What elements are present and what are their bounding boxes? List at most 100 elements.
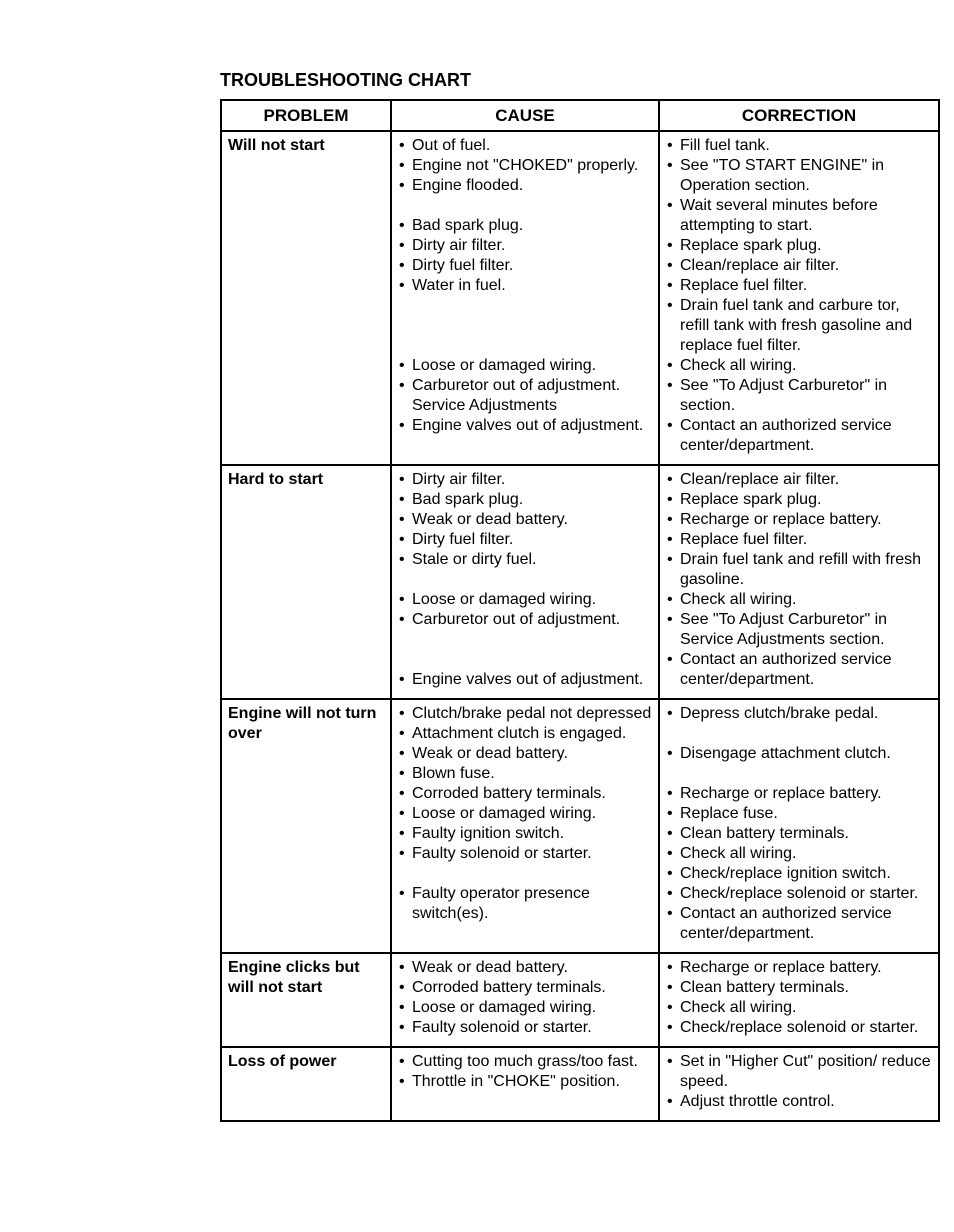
cause-cell: Out of fuel.Engine not "CHOKED" properly… bbox=[391, 131, 659, 465]
correction-cell: Set in "Higher Cut" position/ reduce spe… bbox=[659, 1047, 939, 1121]
list-item: Dirty air filter. bbox=[398, 470, 652, 490]
list-item: Loose or damaged wiring. bbox=[398, 998, 652, 1018]
item-list: Clutch/brake pedal not depressedAttachme… bbox=[398, 704, 652, 924]
list-item: Check all wiring. bbox=[666, 590, 932, 610]
list-item: Contact an authorized service center/dep… bbox=[666, 650, 932, 690]
list-item: Check/replace solenoid or starter. bbox=[666, 884, 932, 904]
troubleshooting-table: PROBLEM CAUSE CORRECTION Will not startO… bbox=[220, 99, 940, 1122]
item-list: Weak or dead battery.Corroded battery te… bbox=[398, 958, 652, 1038]
list-item bbox=[666, 764, 932, 784]
list-item: Drain fuel tank and carbure tor, refill … bbox=[666, 296, 932, 356]
list-item: Engine valves out of adjustment. bbox=[398, 670, 652, 690]
item-list: Depress clutch/brake pedal. Disengage at… bbox=[666, 704, 932, 944]
list-item: Set in "Higher Cut" position/ reduce spe… bbox=[666, 1052, 932, 1092]
table-row: Engine will not turn overClutch/brake pe… bbox=[221, 699, 939, 953]
list-item: Clean/replace air filter. bbox=[666, 470, 932, 490]
list-item: Engine flooded. bbox=[398, 176, 652, 196]
list-item: Cutting too much grass/too fast. bbox=[398, 1052, 652, 1072]
item-list: Fill fuel tank.See "TO START ENGINE" in … bbox=[666, 136, 932, 456]
list-item: Dirty fuel filter. bbox=[398, 530, 652, 550]
list-item: Contact an authorized service center/dep… bbox=[666, 904, 932, 944]
list-item: Wait several minutes before attempting t… bbox=[666, 196, 932, 236]
list-item: Check/replace solenoid or starter. bbox=[666, 1018, 932, 1038]
table-row: Hard to startDirty air filter.Bad spark … bbox=[221, 465, 939, 699]
list-item: Check all wiring. bbox=[666, 844, 932, 864]
list-item: Replace spark plug. bbox=[666, 490, 932, 510]
list-item: Replace fuel filter. bbox=[666, 276, 932, 296]
list-item: Replace spark plug. bbox=[666, 236, 932, 256]
list-item: Faulty ignition switch. bbox=[398, 824, 652, 844]
table-row: Will not startOut of fuel.Engine not "CH… bbox=[221, 131, 939, 465]
list-item: Blown fuse. bbox=[398, 764, 652, 784]
list-item: Fill fuel tank. bbox=[666, 136, 932, 156]
header-correction: CORRECTION bbox=[659, 100, 939, 131]
correction-cell: Clean/replace air filter.Replace spark p… bbox=[659, 465, 939, 699]
cause-cell: Cutting too much grass/too fast.Throttle… bbox=[391, 1047, 659, 1121]
list-item bbox=[398, 336, 652, 356]
list-item: Faulty solenoid or starter. bbox=[398, 844, 652, 864]
list-item bbox=[666, 724, 932, 744]
list-item: Clean/replace air filter. bbox=[666, 256, 932, 276]
list-item: Out of fuel. bbox=[398, 136, 652, 156]
document-page: TROUBLESHOOTING CHART PROBLEM CAUSE CORR… bbox=[0, 0, 954, 1122]
item-list: Out of fuel.Engine not "CHOKED" properly… bbox=[398, 136, 652, 436]
list-item: Faulty operator presence switch(es). bbox=[398, 884, 652, 924]
item-list: Cutting too much grass/too fast.Throttle… bbox=[398, 1052, 652, 1092]
list-item: Engine valves out of adjustment. bbox=[398, 416, 652, 436]
problem-cell: Hard to start bbox=[221, 465, 391, 699]
list-item: Weak or dead battery. bbox=[398, 510, 652, 530]
list-item: Bad spark plug. bbox=[398, 216, 652, 236]
list-item: Drain fuel tank and refill with fresh ga… bbox=[666, 550, 932, 590]
table-row: Engine clicks but will not startWeak or … bbox=[221, 953, 939, 1047]
list-item: Check all wiring. bbox=[666, 998, 932, 1018]
list-item: Water in fuel. bbox=[398, 276, 652, 296]
header-cause: CAUSE bbox=[391, 100, 659, 131]
item-list: Dirty air filter.Bad spark plug.Weak or … bbox=[398, 470, 652, 690]
list-item: Disengage attachment clutch. bbox=[666, 744, 932, 764]
list-item: Adjust throttle control. bbox=[666, 1092, 932, 1112]
list-item: Loose or damaged wiring. bbox=[398, 356, 652, 376]
item-list: Set in "Higher Cut" position/ reduce spe… bbox=[666, 1052, 932, 1112]
list-item: Weak or dead battery. bbox=[398, 958, 652, 978]
correction-cell: Recharge or replace battery.Clean batter… bbox=[659, 953, 939, 1047]
list-item: Clutch/brake pedal not depressed bbox=[398, 704, 652, 724]
list-item: Carburetor out of adjustment. bbox=[398, 610, 652, 630]
problem-cell: Loss of power bbox=[221, 1047, 391, 1121]
list-item bbox=[398, 316, 652, 336]
list-item bbox=[398, 196, 652, 216]
list-item: See "To Adjust Carburetor" in section. bbox=[666, 376, 932, 416]
list-item: Corroded battery terminals. bbox=[398, 784, 652, 804]
item-list: Recharge or replace battery.Clean batter… bbox=[666, 958, 932, 1038]
problem-cell: Engine clicks but will not start bbox=[221, 953, 391, 1047]
list-item: Replace fuel filter. bbox=[666, 530, 932, 550]
correction-cell: Depress clutch/brake pedal. Disengage at… bbox=[659, 699, 939, 953]
table-row: Loss of powerCutting too much grass/too … bbox=[221, 1047, 939, 1121]
list-item: Bad spark plug. bbox=[398, 490, 652, 510]
list-item bbox=[398, 570, 652, 590]
correction-cell: Fill fuel tank.See "TO START ENGINE" in … bbox=[659, 131, 939, 465]
list-item: Dirty air filter. bbox=[398, 236, 652, 256]
list-item: Recharge or replace battery. bbox=[666, 784, 932, 804]
list-item: Depress clutch/brake pedal. bbox=[666, 704, 932, 724]
list-item: Check all wiring. bbox=[666, 356, 932, 376]
list-item: Replace fuse. bbox=[666, 804, 932, 824]
list-item: Loose or damaged wiring. bbox=[398, 590, 652, 610]
list-item: See "To Adjust Carburetor" in Service Ad… bbox=[666, 610, 932, 650]
cause-cell: Dirty air filter.Bad spark plug.Weak or … bbox=[391, 465, 659, 699]
table-header-row: PROBLEM CAUSE CORRECTION bbox=[221, 100, 939, 131]
list-item: Attachment clutch is engaged. bbox=[398, 724, 652, 744]
list-item bbox=[398, 630, 652, 650]
cause-cell: Weak or dead battery.Corroded battery te… bbox=[391, 953, 659, 1047]
list-item: Loose or damaged wiring. bbox=[398, 804, 652, 824]
list-item: Weak or dead battery. bbox=[398, 744, 652, 764]
list-item: Clean battery terminals. bbox=[666, 824, 932, 844]
list-item: Throttle in "CHOKE" position. bbox=[398, 1072, 652, 1092]
list-item: Carburetor out of adjustment. Service Ad… bbox=[398, 376, 652, 416]
list-item bbox=[398, 864, 652, 884]
problem-cell: Will not start bbox=[221, 131, 391, 465]
list-item: Recharge or replace battery. bbox=[666, 510, 932, 530]
list-item: Engine not "CHOKED" properly. bbox=[398, 156, 652, 176]
list-item: Contact an authorized service center/dep… bbox=[666, 416, 932, 456]
list-item: Stale or dirty fuel. bbox=[398, 550, 652, 570]
header-problem: PROBLEM bbox=[221, 100, 391, 131]
